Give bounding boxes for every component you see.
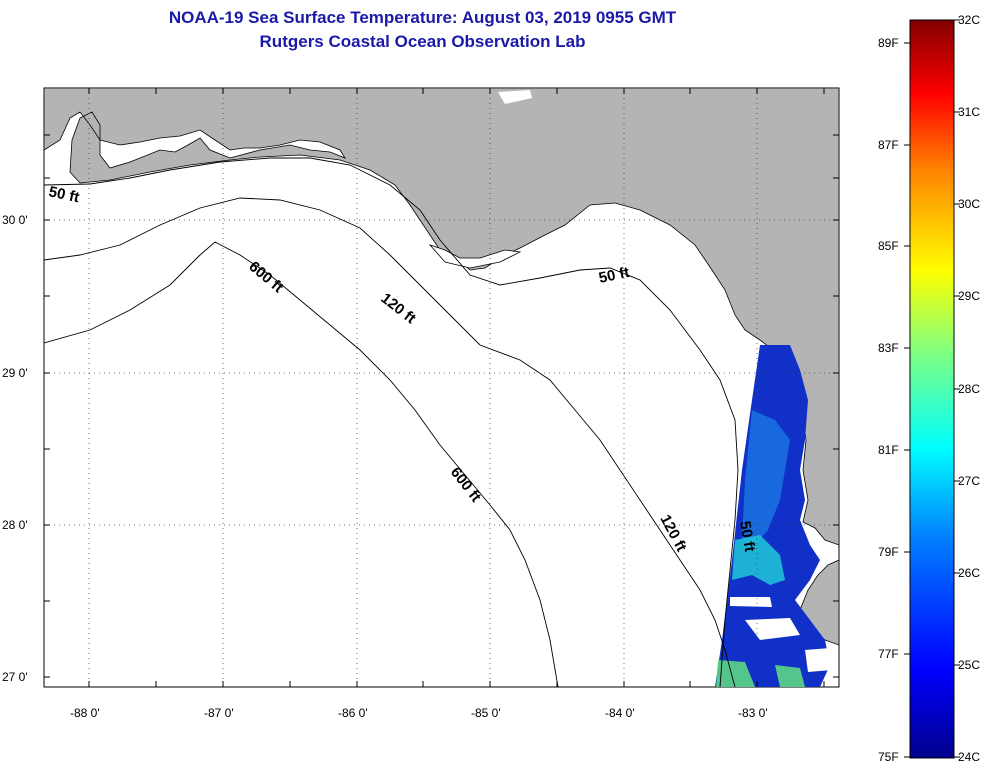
cbar-c-31: 31C [958, 105, 980, 119]
inland-lake [498, 90, 532, 104]
contour-label-50ft-south: 50 ft [736, 520, 758, 553]
cbar-c-27: 27C [958, 474, 980, 488]
cbar-c-24: 24C [958, 750, 980, 764]
cbar-f-81: 81F [878, 443, 899, 457]
cbar-c-29: 29C [958, 289, 980, 303]
contour-label-50ft-west: 50 ft [47, 183, 81, 206]
cbar-f-87: 87F [878, 138, 899, 152]
lat-label-30: 30 0' [2, 213, 28, 227]
lon-label-86: -86 0' [338, 706, 368, 720]
cbar-f-75: 75F [878, 750, 899, 764]
contour-600ft [44, 241, 559, 687]
cbar-c-26: 26C [958, 566, 980, 580]
cloud-mask-1 [730, 597, 772, 607]
cbar-c-32: 32C [958, 13, 980, 27]
cbar-f-79: 79F [878, 545, 899, 559]
lon-label-84: -84 0' [605, 706, 635, 720]
contour-label-50ft-east: 50 ft [597, 264, 631, 287]
cbar-c-25: 25C [958, 658, 980, 672]
cbar-f-89: 89F [878, 36, 899, 50]
sst-swath-green [716, 660, 755, 687]
contour-50ft [44, 157, 739, 687]
cloud-mask-3 [805, 648, 832, 672]
colorbar-ticks [904, 19, 960, 758]
frame-ticks [44, 88, 839, 687]
lon-label-87: -87 0' [204, 706, 234, 720]
cloud-mask-2 [745, 618, 800, 640]
cbar-f-83: 83F [878, 341, 899, 355]
land-mass [44, 88, 839, 546]
lon-label-85: -85 0' [471, 706, 501, 720]
lon-label-83: -83 0' [738, 706, 768, 720]
map-subtitle: Rutgers Coastal Ocean Observation Lab [259, 32, 586, 51]
lon-label-88: -88 0' [70, 706, 100, 720]
cbar-c-30: 30C [958, 197, 980, 211]
lat-label-29: 29 0' [2, 366, 28, 380]
lat-label-27: 27 0' [2, 670, 28, 684]
map-title: NOAA-19 Sea Surface Temperature: August … [168, 8, 677, 27]
cbar-f-77: 77F [878, 647, 899, 661]
cbar-f-85: 85F [878, 239, 899, 253]
cbar-c-28: 28C [958, 382, 980, 396]
contour-120ft [44, 197, 736, 687]
sst-swath-green-2 [775, 665, 805, 687]
sst-swath-mid [742, 410, 790, 545]
colorbar [909, 19, 955, 759]
sst-swath-warm [732, 535, 785, 585]
lat-label-28: 28 0' [2, 518, 28, 532]
